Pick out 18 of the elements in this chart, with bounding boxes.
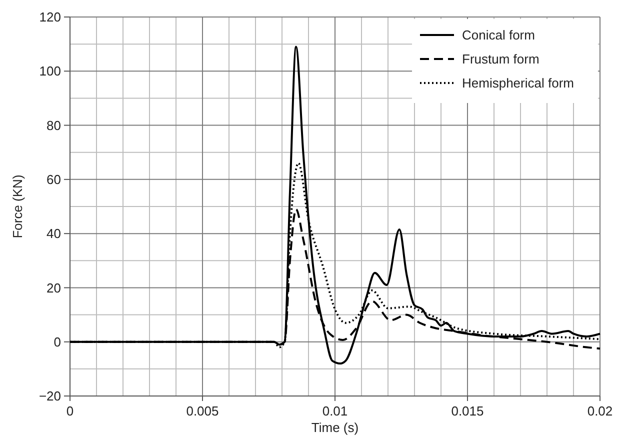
y-axis-title: Force (KN) — [10, 174, 25, 238]
x-tick-label: 0.005 — [186, 404, 219, 419]
legend-label: Hemispherical form — [462, 76, 574, 91]
x-axis-title: Time (s) — [311, 420, 359, 435]
x-tick-label: 0 — [66, 404, 74, 419]
x-tick-label: 0.01 — [322, 404, 348, 419]
y-tick-label: 20 — [46, 280, 61, 296]
y-tick-label: 100 — [39, 64, 61, 79]
y-tick-label: −20 — [38, 388, 61, 404]
y-tick-label: 60 — [46, 172, 61, 187]
y-tick-label: 120 — [39, 10, 61, 25]
x-tick-label: 0.02 — [587, 404, 613, 419]
legend-label: Conical form — [462, 28, 535, 43]
y-tick-label: 40 — [46, 226, 61, 242]
y-tick-label: 80 — [46, 118, 61, 133]
legend-label: Frustum form — [462, 52, 540, 67]
y-tick-label: 0 — [54, 334, 61, 350]
x-tick-label: 0.015 — [451, 404, 484, 419]
